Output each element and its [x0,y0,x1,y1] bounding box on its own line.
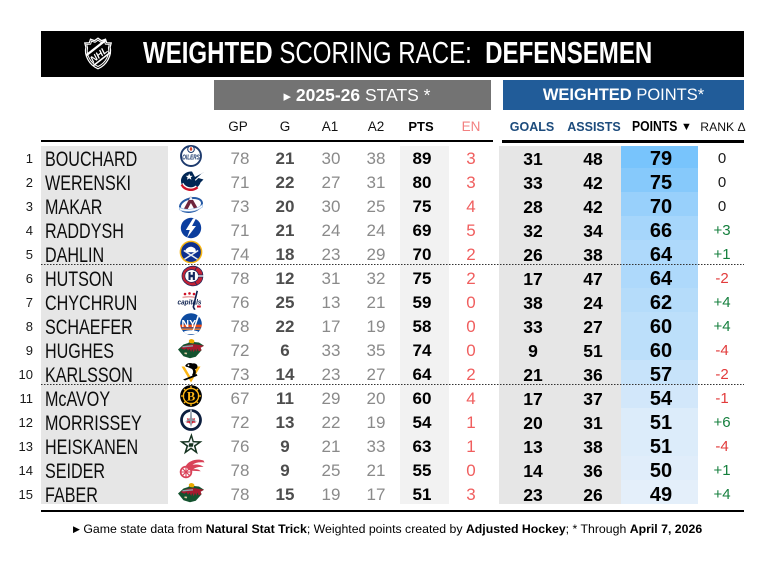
svg-text:OILERS: OILERS [182,152,200,161]
svg-text:B: B [187,390,195,404]
svg-text:capitals: capitals [178,298,202,307]
svg-text:NY: NY [182,318,197,330]
